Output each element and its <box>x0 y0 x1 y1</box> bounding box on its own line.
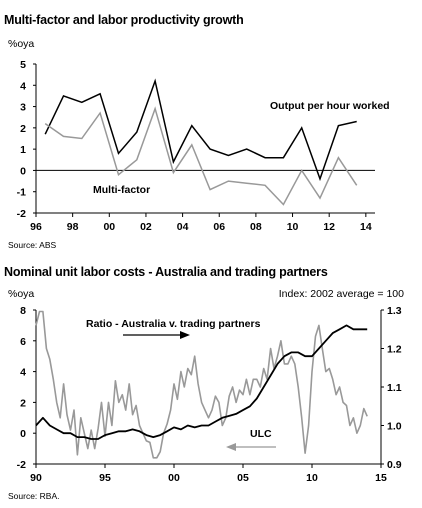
chart2-y2-tick-label: 1.0 <box>387 421 402 433</box>
chart1-series-output-per-hour <box>44 78 357 182</box>
chart1-x-tick-label: 04 <box>177 221 189 233</box>
chart1-x-tick-label: 96 <box>30 221 42 233</box>
chart1-legend-output-per-hour: Output per hour worked <box>270 100 390 112</box>
chart1-y-tick-label: 0 <box>20 165 26 177</box>
chart2-index-note: Index: 2002 average = 100 <box>279 288 404 300</box>
chart2-title: Nominal unit labor costs - Australia and… <box>4 265 328 279</box>
chart2-x-tick-label: 90 <box>30 472 42 484</box>
chart2-y-tick-label: 2 <box>20 397 26 409</box>
chart1-y-tick-label: 1 <box>20 144 26 156</box>
chart2-source: Source: RBA. <box>8 491 60 501</box>
chart2-x-tick-label: 05 <box>237 472 249 484</box>
chart2-y-unit: %oya <box>8 288 34 300</box>
chart1-x-tick-label: 08 <box>250 221 262 233</box>
chart2-arrow-ratio-head <box>180 331 190 339</box>
chart1-x-tick-label: 06 <box>213 221 225 233</box>
chart2-y2-tick-label: 1.2 <box>387 344 402 356</box>
chart2-x-tick-label: 95 <box>99 472 111 484</box>
chart2-y-tick-label: 0 <box>20 428 26 440</box>
chart1-y-tick-label: 5 <box>20 59 26 71</box>
chart2-x-tick-label: 15 <box>375 472 387 484</box>
chart2-y-tick-label: -2 <box>17 459 26 471</box>
chart2-x-tick-label: 00 <box>168 472 180 484</box>
chart2-series-ratio <box>35 324 368 440</box>
chart1-legend-multi-factor: Multi-factor <box>93 184 150 196</box>
chart1-title: Multi-factor and labor productivity grow… <box>4 13 244 27</box>
chart2-y2-tick-label: 1.1 <box>387 382 402 394</box>
chart2-annotation-ulc: ULC <box>250 428 272 440</box>
chart2-y-tick-label: 8 <box>20 305 26 317</box>
chart1-x-tick-label: 12 <box>323 221 335 233</box>
chart1-x-tick-label: 02 <box>140 221 152 233</box>
chart1-x-tick-label: 10 <box>287 221 299 233</box>
chart1-y-unit: %oya <box>8 38 34 50</box>
chart1-source: Source: ABS <box>8 240 57 250</box>
chart2-y-tick-label: 4 <box>20 367 26 379</box>
chart1-y-tick-label: 4 <box>20 80 26 92</box>
chart2-annotation-ratio: Ratio - Australia v. trading partners <box>86 318 261 330</box>
chart2-arrow-ulc-head <box>226 443 236 451</box>
chart1-y-tick-label: 2 <box>20 123 26 135</box>
chart1-x-tick-label: 98 <box>67 221 79 233</box>
chart1-x-tick-label: 00 <box>103 221 115 233</box>
chart2-y2-tick-label: 1.3 <box>387 305 402 317</box>
chart1-y-tick-label: -1 <box>17 187 26 199</box>
chart1-y-tick-label: -2 <box>17 208 26 220</box>
chart1-y-tick-label: 3 <box>20 102 26 114</box>
chart1-series-multi-factor <box>44 106 358 206</box>
chart2-x-tick-label: 10 <box>306 472 318 484</box>
chart1-x-tick-label: 14 <box>360 221 372 233</box>
chart2-series-ulc <box>35 310 368 459</box>
chart2-y2-tick-label: 0.9 <box>387 459 402 471</box>
chart2-y-tick-label: 6 <box>20 336 26 348</box>
